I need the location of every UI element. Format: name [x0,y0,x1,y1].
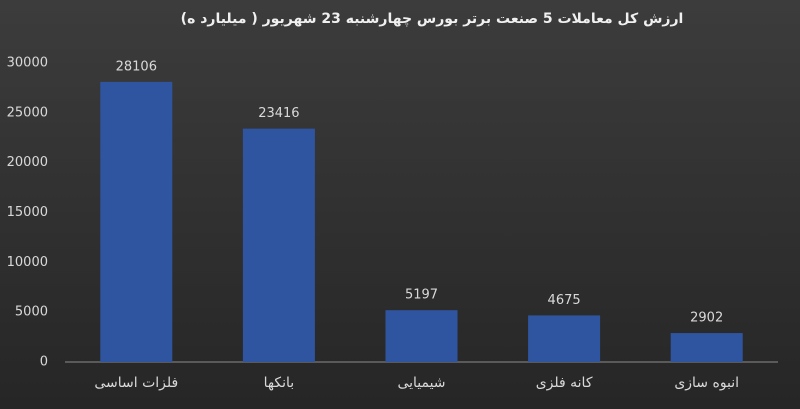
x-tick-label: کانه فلزی [536,375,593,391]
data-label: 23416 [258,106,299,121]
bar [242,128,315,362]
data-label: 4675 [548,293,581,308]
y-tick-label: 15000 [7,205,48,220]
x-tick-label: بانکها [264,375,295,391]
y-tick-label: 5000 [15,305,48,320]
data-label: 28106 [116,59,157,74]
bar [385,310,458,362]
bar [100,81,173,363]
y-tick-label: 30000 [7,56,48,71]
x-tick-label: شیمیایی [397,375,445,391]
data-label: 2902 [690,311,723,326]
x-tick-label: فلزات اساسی [94,375,178,391]
y-tick-label: 20000 [7,155,48,170]
bar [670,333,743,362]
y-tick-label: 10000 [7,255,48,270]
y-tick-label: 0 [40,355,48,370]
data-label: 5197 [405,288,438,303]
x-tick-label: انبوه سازی [674,375,739,391]
bar [528,315,601,362]
chart-title: ارزش کل معاملات 5 صنعت برتر بورس چهارشنب… [181,11,684,27]
y-tick-label: 25000 [7,105,48,120]
